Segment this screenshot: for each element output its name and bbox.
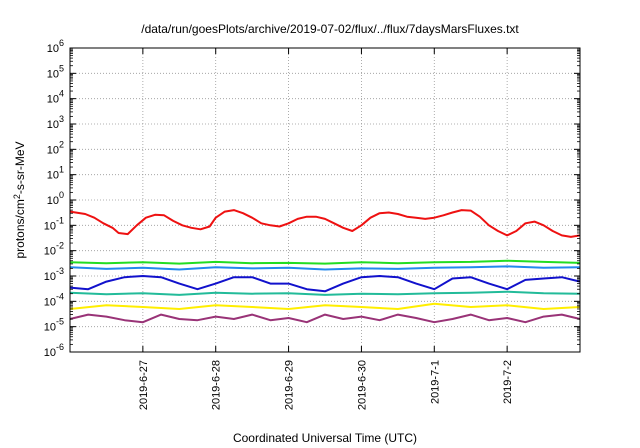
series-line-2 [69, 259, 581, 265]
y-axis-label: protons/cm2-s-sr-MeV [12, 141, 27, 258]
chart-title: /data/run/goesPlots/archive/2019-07-02/f… [141, 22, 519, 36]
y-tick-label: 100 [47, 190, 64, 207]
y-tick-label: 10-3 [44, 266, 64, 283]
y-tick-label: 10-5 [44, 317, 64, 334]
y-tick-label: 10-4 [44, 291, 64, 308]
y-tick-label: 101 [47, 165, 64, 182]
y-tick-label: 106 [47, 38, 64, 55]
x-tick-label: 2019-6-30 [356, 360, 368, 410]
series-line-3 [69, 265, 581, 271]
series-line-6 [69, 302, 581, 310]
ticks [70, 47, 580, 353]
x-tick-label: 2019-6-27 [138, 360, 150, 410]
grid [70, 48, 580, 352]
x-tick-label: 2019-6-29 [284, 360, 296, 410]
x-tick-label: 2019-7-2 [502, 360, 514, 404]
x-axis-label: Coordinated Universal Time (UTC) [233, 431, 417, 445]
series-line-5 [69, 290, 581, 296]
series-line-4 [69, 275, 581, 293]
y-tick-label: 10-6 [44, 342, 64, 359]
y-axis-label-suffix: -s-sr-MeV [13, 141, 27, 194]
y-tick-label: 10-2 [44, 241, 64, 258]
series-layer [69, 209, 581, 324]
y-tick-label: 103 [47, 114, 64, 131]
y-axis-label-sup: 2 [12, 194, 22, 199]
x-tick-labels: 2019-6-27 2019-6-28 2019-6-29 2019-6-30 2019… [138, 360, 514, 410]
y-tick-label: 102 [47, 139, 64, 156]
y-tick-labels: 10-6 10-5 10-4 10-3 10-2 10-1 100 101 102 103 104 1… [44, 38, 64, 359]
x-tick-label: 2019-6-28 [211, 360, 223, 410]
series-line-7 [69, 313, 581, 324]
y-tick-label: 10-1 [44, 215, 64, 232]
series-line-1 [69, 209, 581, 238]
y-tick-label: 105 [47, 63, 64, 80]
x-tick-label: 2019-7-1 [429, 360, 441, 404]
y-axis-label-prefix: protons/cm [13, 199, 27, 258]
y-tick-label: 104 [47, 89, 64, 106]
